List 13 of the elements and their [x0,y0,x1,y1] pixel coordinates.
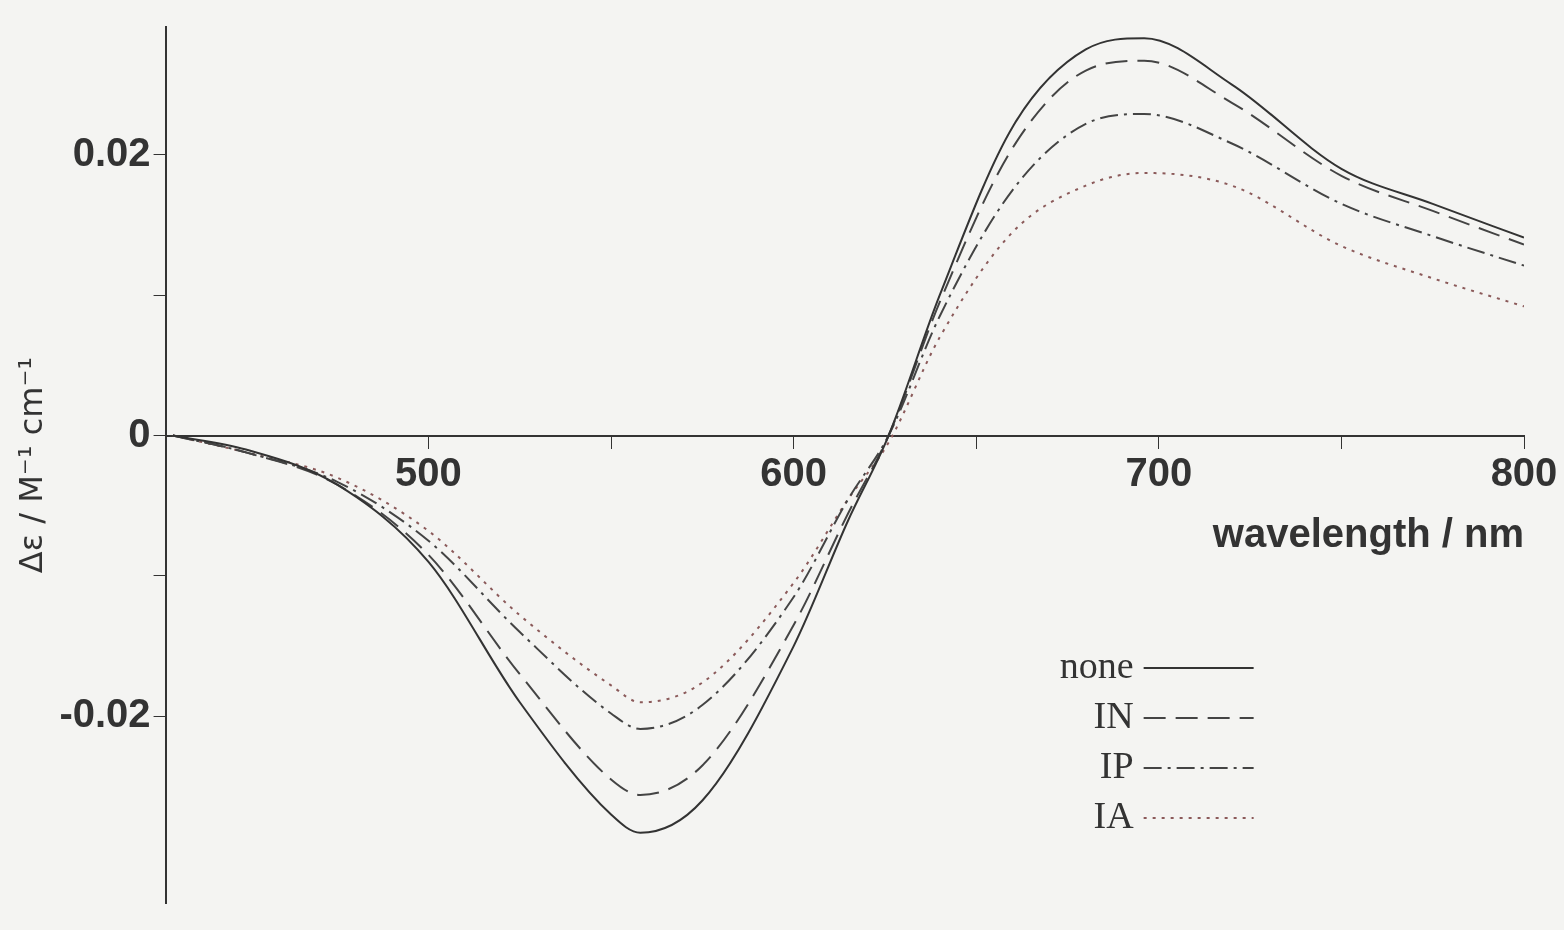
legend-label: IP [1099,743,1134,786]
y-tick-label: -0.02 [59,691,151,736]
y-tick-label: 0 [128,410,151,455]
y-tick-label: 0.02 [72,129,151,174]
legend-label: IA [1093,793,1135,836]
x-tick-label: 500 [395,449,462,494]
y-axis-title: Δε / M⁻¹ cm⁻¹ [11,356,50,574]
legend-label: none [1059,643,1134,686]
x-tick-label: 700 [1125,449,1193,494]
x-tick-label: 800 [1490,449,1558,494]
legend-label: IN [1093,693,1134,736]
x-axis-title: wavelength / nm [1211,510,1524,555]
x-tick-label: 600 [760,449,828,494]
